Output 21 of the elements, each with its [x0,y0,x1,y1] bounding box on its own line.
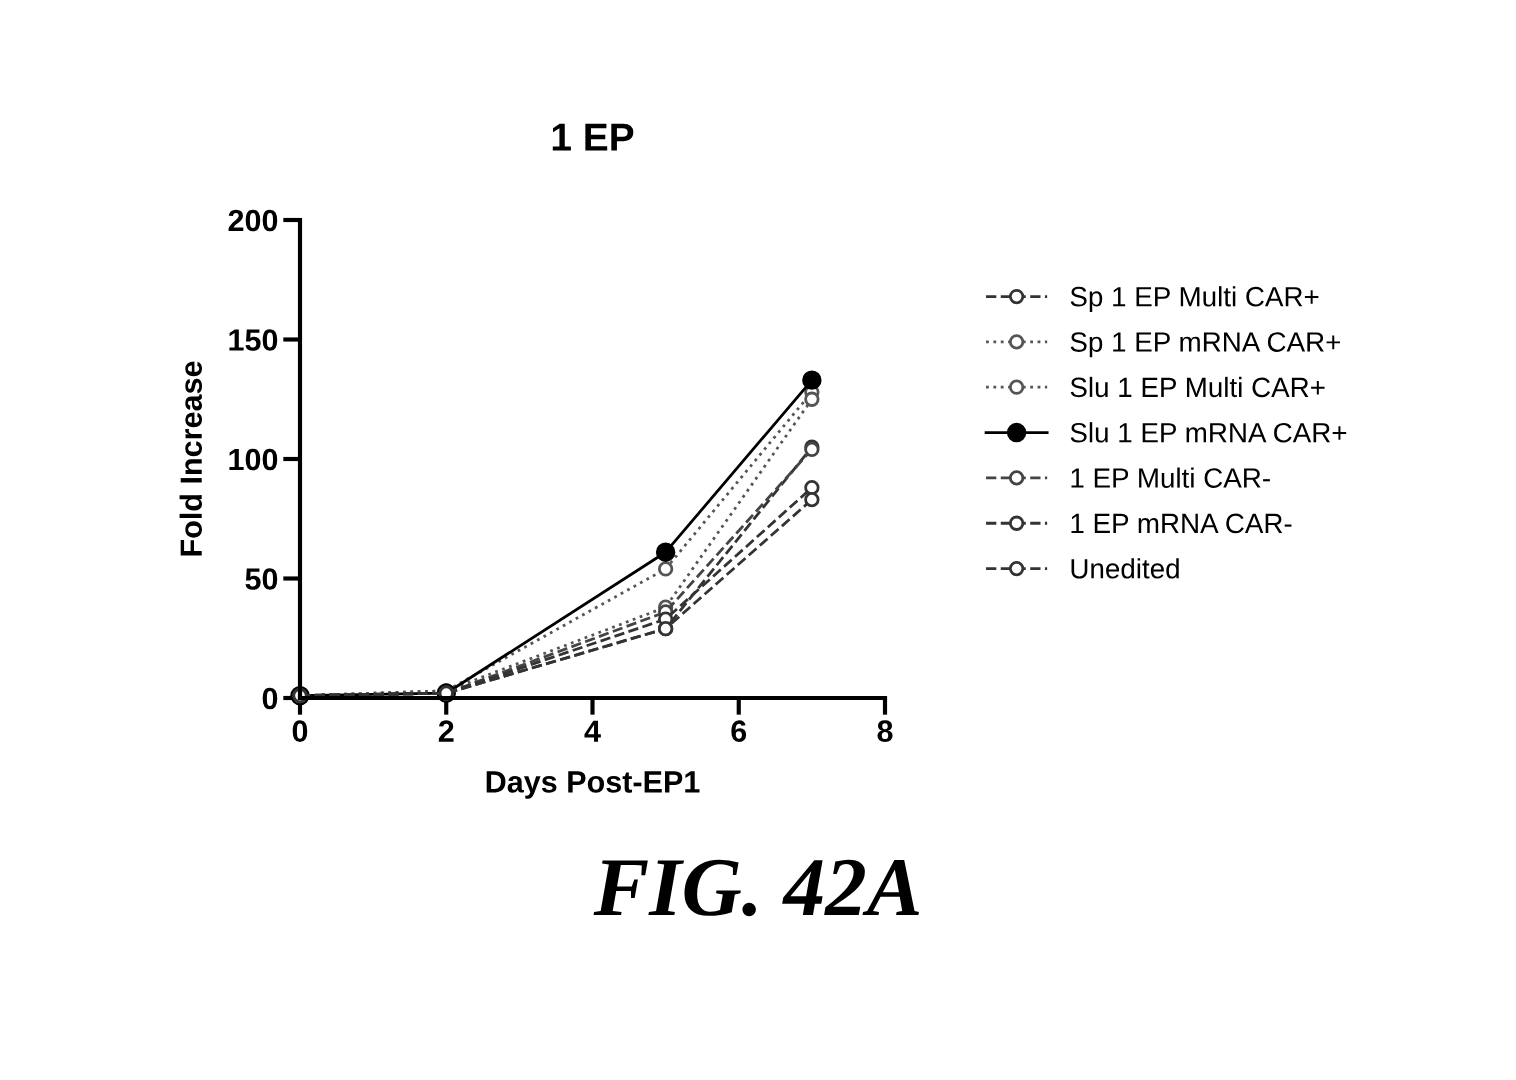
y-tick-label: 100 [229,448,278,471]
legend-label: Sp 1 EP Multi CAR+ [1070,286,1319,313]
caption: FIG. 42A [593,859,919,917]
y-tick-label: 200 [228,209,278,232]
y-axis-title: Fold Increase [179,361,203,556]
y-tick-label: 150 [229,329,278,351]
x-tick-label: 0 [292,720,308,742]
chart-title: 1 EP [552,123,634,151]
legend-label: 1 EP mRNA CAR- [1071,513,1292,534]
x-tick-label: 6 [731,720,747,742]
legend-label: Slu 1 EP Multi CAR+ [1070,376,1325,398]
legend-label: Unedited [1071,558,1179,579]
x-tick-label: 4 [584,720,601,742]
legend-label: Slu 1 EP mRNA CAR+ [1070,422,1347,443]
y-tick-label: 50 [245,568,278,590]
legend-label: Sp 1 EP mRNA CAR+ [1070,332,1341,358]
x-tick-label: 2 [438,720,454,742]
x-tick-label: 8 [877,720,893,742]
legend-label: 1 EP Multi CAR- [1071,467,1270,488]
y-tick-label: 0 [262,687,278,710]
x-axis-title: Days Post-EP1 [486,771,700,799]
